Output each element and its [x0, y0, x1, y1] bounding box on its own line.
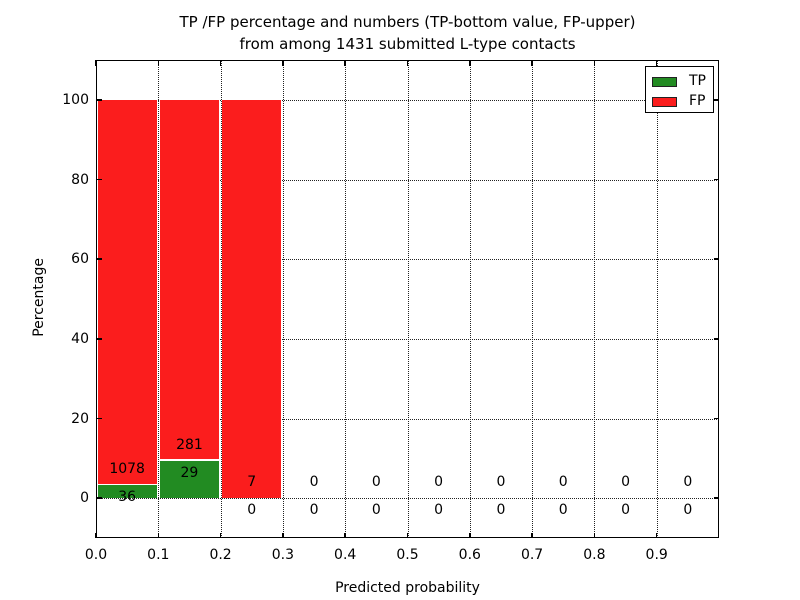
x-tick-label: 0.5 — [396, 547, 419, 563]
x-tick-mark — [469, 60, 471, 66]
x-tick-mark — [655, 532, 658, 538]
tp-legend-label: TP — [689, 73, 706, 89]
tp-count-label: 36 — [118, 489, 137, 506]
gridline-v — [345, 60, 347, 538]
y-tick-mark — [96, 178, 102, 181]
x-tick-label: 0.4 — [334, 547, 357, 563]
y-tick-label: 40 — [71, 330, 89, 347]
fp-count-label: 0 — [371, 474, 381, 491]
y-tick-mark — [713, 258, 719, 260]
fp-count-label: 281 — [176, 436, 203, 453]
tp-count-label: 0 — [434, 502, 444, 519]
gridline-v — [469, 60, 471, 538]
x-tick-label: 0.2 — [209, 547, 232, 563]
fp-count-label: 0 — [558, 474, 568, 491]
fp-count-label: 0 — [309, 474, 319, 491]
x-tick-mark — [95, 60, 97, 66]
tp-count-label: 0 — [371, 502, 381, 519]
chart-title: TP /FP percentage and numbers (TP-bottom… — [96, 11, 719, 55]
x-tick-mark — [406, 60, 409, 66]
gridline-v — [532, 60, 534, 538]
gridline-v — [158, 60, 160, 538]
y-tick-mark — [713, 338, 719, 340]
fp-count-label: 0 — [434, 474, 444, 491]
y-tick-mark — [96, 258, 102, 260]
fp-count-label: 1078 — [109, 461, 145, 478]
tp-count-label: 0 — [496, 502, 506, 519]
x-tick-mark — [406, 532, 409, 538]
x-tick-mark — [157, 532, 160, 538]
y-tick-label: 0 — [80, 490, 89, 507]
gridline-v — [220, 60, 222, 538]
y-tick-mark — [713, 178, 719, 181]
x-axis-label: Predicted probability — [335, 580, 480, 596]
fp-bar — [97, 99, 157, 484]
y-axis-label: Percentage — [31, 258, 47, 337]
y-tick-mark — [713, 497, 719, 499]
y-tick-label: 80 — [71, 171, 89, 188]
legend: TP FP — [645, 66, 714, 113]
gridline-v — [594, 60, 596, 538]
x-tick-mark — [531, 60, 533, 66]
fp-count-label: 0 — [683, 474, 693, 491]
x-tick-mark — [282, 532, 284, 538]
x-tick-label: 0.1 — [147, 547, 170, 563]
fp-count-label: 0 — [496, 474, 506, 491]
x-tick-label: 0.6 — [458, 547, 481, 563]
tp-bar — [159, 460, 220, 499]
chart-title-line1: TP /FP percentage and numbers (TP-bottom… — [179, 13, 636, 31]
y-tick-mark — [713, 99, 719, 101]
fp-bar — [222, 99, 282, 499]
tp-count-label: 0 — [309, 502, 319, 519]
y-tick-mark — [96, 417, 102, 420]
x-tick-mark — [655, 60, 658, 66]
x-tick-mark — [219, 532, 222, 538]
chart-title-line2: from among 1431 submitted L-type contact… — [239, 35, 576, 53]
tp-count-label: 0 — [621, 502, 630, 519]
x-tick-label: 0.0 — [84, 547, 108, 563]
fp-legend-swatch — [652, 96, 677, 107]
x-tick-mark — [344, 60, 346, 66]
x-tick-mark — [95, 532, 97, 538]
fp-count-label: 7 — [247, 474, 257, 491]
legend-item-tp: TP — [652, 72, 713, 91]
gridline-v — [282, 60, 284, 538]
x-tick-mark — [593, 60, 596, 66]
tp-count-label: 29 — [180, 464, 199, 481]
tp-count-label: 0 — [558, 502, 568, 519]
x-tick-label: 0.8 — [583, 547, 606, 563]
tp-count-label: 0 — [247, 502, 257, 519]
x-tick-mark — [157, 60, 160, 66]
x-tick-label: 0.9 — [645, 547, 668, 563]
x-tick-mark — [593, 532, 596, 538]
x-tick-mark — [282, 60, 284, 66]
gridline-v — [407, 60, 409, 538]
x-tick-label: 0.7 — [520, 547, 544, 563]
tp-bar — [97, 485, 157, 499]
x-tick-mark — [469, 532, 471, 538]
tp-count-label: 0 — [683, 502, 693, 519]
legend-item-fp: FP — [652, 92, 713, 111]
y-tick-mark — [96, 497, 102, 499]
tp-legend-swatch — [652, 76, 677, 87]
y-tick-label: 20 — [71, 410, 89, 427]
x-tick-mark — [531, 532, 533, 538]
x-tick-mark — [219, 60, 222, 66]
y-tick-mark — [713, 417, 719, 420]
fp-legend-label: FP — [689, 93, 706, 109]
fp-count-label: 0 — [621, 474, 630, 491]
fp-bar — [159, 99, 220, 460]
gridline-v — [656, 60, 658, 538]
y-tick-label: 60 — [71, 251, 89, 268]
y-tick-label: 100 — [62, 91, 89, 108]
x-tick-label: 0.3 — [271, 547, 295, 563]
x-tick-mark — [344, 532, 346, 538]
y-tick-mark — [96, 99, 102, 101]
y-tick-mark — [96, 338, 102, 340]
